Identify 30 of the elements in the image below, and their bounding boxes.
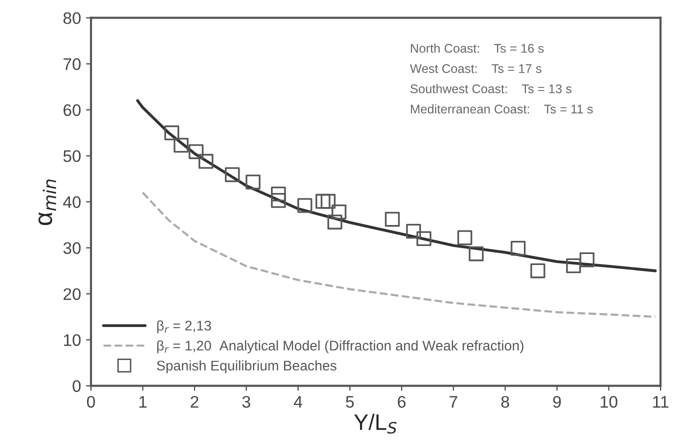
x-axis-title: Y/L$_{S}$ — [354, 414, 397, 434]
legend-label: β$_{r}$ = 1,20 Analytical Model (Diffraction and Weak refraction) — [157, 340, 524, 354]
y-tick-label: 0 — [72, 380, 81, 392]
x-tick-label: 5 — [346, 396, 354, 408]
annotation: North Coast: Ts = 16 s — [410, 44, 544, 53]
x-tick-label: 10 — [600, 396, 618, 408]
y-tick-label: 10 — [64, 334, 81, 346]
x-tick-label: 1 — [139, 396, 147, 408]
y-tick-label: 30 — [63, 242, 81, 254]
x-tick-label: 7 — [450, 396, 458, 408]
y-tick-label: 40 — [63, 196, 81, 208]
y-tick-label: 80 — [63, 12, 81, 24]
x-tick-label: 11 — [653, 396, 668, 408]
legend-label: β$_{r}$ = 2,13 — [157, 320, 212, 334]
y-tick-label: 20 — [64, 288, 81, 300]
x-tick-label: 4 — [294, 396, 302, 408]
annotation: West Coast: Ts = 17 s — [410, 64, 542, 74]
x-tick-label: 3 — [242, 396, 250, 408]
x-tick-label: 2 — [190, 396, 198, 408]
x-tick-label: 6 — [398, 396, 406, 408]
y-axis-title: α$_{min}$ — [38, 180, 56, 226]
y-tick-label: 50 — [63, 150, 81, 162]
y-tick-label: 60 — [64, 104, 81, 116]
legend-label: Spanish Equilibrium Beaches — [156, 360, 336, 374]
y-tick-label: 70 — [64, 58, 81, 70]
x-tick-label: 8 — [501, 396, 510, 408]
x-tick-label: 9 — [553, 396, 561, 408]
annotation: Southwest Coast: Ts = 13 s — [410, 84, 572, 94]
annotation: Mediterranean Coast: Ts = 11 s — [410, 104, 593, 114]
x-tick-label: 0 — [87, 396, 95, 408]
